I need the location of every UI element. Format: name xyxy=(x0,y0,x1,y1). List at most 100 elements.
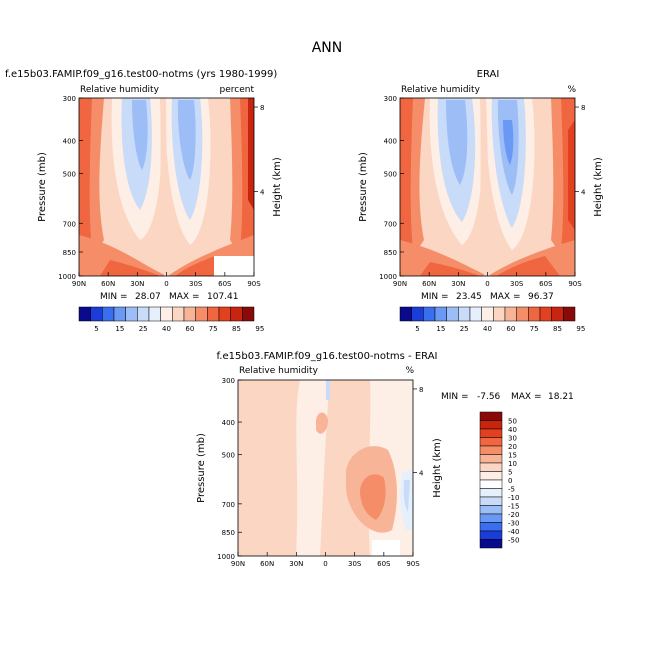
colorbar-box xyxy=(218,306,231,322)
panel-1-y-ticks: 300 400 500 700 850 1000 xyxy=(58,95,83,281)
panel-3-y-ticks: 300 400 500 700 850 1000 xyxy=(217,377,242,561)
colorbar-box xyxy=(479,505,503,515)
right-tick-label: 8 xyxy=(260,104,264,112)
panel-2-right-ticks: 84 xyxy=(575,104,586,197)
colorbar-label: 15 xyxy=(115,325,124,333)
panel-2-contours xyxy=(400,98,575,276)
right-tick-label: 8 xyxy=(581,104,585,112)
panel-2-max-label: MAX = xyxy=(490,292,521,302)
y-tick-label: 700 xyxy=(222,501,235,509)
x-tick-label: 30S xyxy=(348,560,362,568)
panel-2-ylabel-right: Height (km) xyxy=(593,157,604,217)
right-tick-label: 4 xyxy=(260,189,265,197)
panel-3-ylabel: Pressure (mb) xyxy=(196,433,207,503)
x-tick-label: 60N xyxy=(260,560,274,568)
colorbar-box xyxy=(125,306,138,322)
panel-1-title: f.e15b03.FAMIP.f09_g16.test00-notms (yrs… xyxy=(5,69,277,80)
colorbar-box xyxy=(242,306,255,322)
y-tick-label: 400 xyxy=(384,138,397,146)
y-tick-label: 400 xyxy=(63,138,76,146)
x-tick-label: 0 xyxy=(323,560,327,568)
x-tick-label: 30N xyxy=(289,560,303,568)
panel-3-min-value: -7.56 xyxy=(477,392,501,402)
y-tick-label: 1000 xyxy=(217,553,235,561)
panel-1-min-value: 28.07 xyxy=(135,292,161,302)
x-tick-label: 30N xyxy=(130,280,144,288)
panel-difference: f.e15b03.FAMIP.f09_g16.test00-notms - ER… xyxy=(196,351,574,568)
colorbar-box xyxy=(479,454,503,464)
panel-2-colorbar: 5 15 25 40 60 75 85 95 xyxy=(399,306,585,333)
x-tick-label: 0 xyxy=(164,280,168,288)
colorbar-box xyxy=(411,306,424,322)
colorbar-label: 40 xyxy=(508,426,517,434)
x-tick-label: 90N xyxy=(231,560,245,568)
panel-2-max-value: 96.37 xyxy=(528,292,554,302)
colorbar-label: 60 xyxy=(185,325,194,333)
colorbar-box xyxy=(479,479,503,489)
panel-3-ylabel-right: Height (km) xyxy=(432,438,443,498)
x-tick-label: 30S xyxy=(510,280,524,288)
colorbar-box xyxy=(479,437,503,447)
colorbar-box xyxy=(479,539,503,549)
colorbar-box xyxy=(102,306,115,322)
colorbar-label: 30 xyxy=(508,435,517,443)
colorbar-label: 40 xyxy=(162,325,171,333)
colorbar-box xyxy=(479,471,503,481)
panel-3-max-label: MAX = xyxy=(511,392,542,402)
colorbar-label: -10 xyxy=(508,494,519,502)
panel-1-max-value: 107.41 xyxy=(207,292,239,302)
colorbar-box xyxy=(399,306,412,322)
colorbar-label: -5 xyxy=(508,486,515,494)
panel-1-left-label: Relative humidity xyxy=(80,85,160,95)
colorbar-label: 75 xyxy=(209,325,218,333)
panel-1-colorbar: 5 15 25 40 60 75 85 95 xyxy=(78,306,264,333)
panel-3-x-ticks: 90N 60N 30N 0 30S 60S 90S xyxy=(231,552,420,568)
x-tick-label: 60S xyxy=(218,280,232,288)
y-tick-label: 1000 xyxy=(58,273,76,281)
colorbar-label: 95 xyxy=(576,325,585,333)
colorbar-box xyxy=(528,306,541,322)
panel-1-x-ticks: 90N 60N 30N 0 30S 60S 90S xyxy=(72,272,261,288)
x-tick-label: 30S xyxy=(189,280,203,288)
panel-model: f.e15b03.FAMIP.f09_g16.test00-notms (yrs… xyxy=(5,69,283,333)
panel-1-max-label: MAX = xyxy=(169,292,200,302)
colorbar-label: 0 xyxy=(508,477,512,485)
colorbar-label: 50 xyxy=(508,418,517,426)
colorbar-box xyxy=(479,428,503,438)
panel-2-y-ticks: 300 400 500 700 850 1000 xyxy=(379,95,404,281)
panel-3-title: f.e15b03.FAMIP.f09_g16.test00-notms - ER… xyxy=(217,351,438,362)
colorbar-label: -30 xyxy=(508,520,519,528)
colorbar-box xyxy=(479,522,503,532)
colorbar-box xyxy=(479,530,503,540)
panel-3-left-label: Relative humidity xyxy=(239,366,319,376)
panel-2-left-label: Relative humidity xyxy=(401,85,481,95)
y-tick-label: 400 xyxy=(222,419,235,427)
y-tick-label: 850 xyxy=(222,529,235,537)
colorbar-box xyxy=(113,306,126,322)
panel-2-ylabel: Pressure (mb) xyxy=(358,152,369,222)
colorbar-label: 85 xyxy=(553,325,562,333)
colorbar-box xyxy=(458,306,471,322)
colorbar-label: 95 xyxy=(255,325,264,333)
colorbar-label: 75 xyxy=(530,325,539,333)
colorbar-label: -40 xyxy=(508,528,519,536)
panel-3-min-label: MIN = xyxy=(441,392,469,402)
colorbar-box xyxy=(479,445,503,455)
x-tick-label: 60N xyxy=(101,280,115,288)
colorbar-label: 25 xyxy=(460,325,469,333)
colorbar-label: -20 xyxy=(508,511,519,519)
y-tick-label: 300 xyxy=(63,95,76,103)
y-tick-label: 1000 xyxy=(379,273,397,281)
x-tick-label: 90S xyxy=(568,280,582,288)
x-tick-label: 30N xyxy=(451,280,465,288)
colorbar-box xyxy=(137,306,150,322)
colorbar-box xyxy=(551,306,564,322)
y-tick-label: 300 xyxy=(384,95,397,103)
y-tick-label: 500 xyxy=(222,452,235,460)
colorbar-box xyxy=(479,420,503,430)
colorbar-label: 10 xyxy=(508,460,517,468)
colorbar-box xyxy=(479,462,503,472)
